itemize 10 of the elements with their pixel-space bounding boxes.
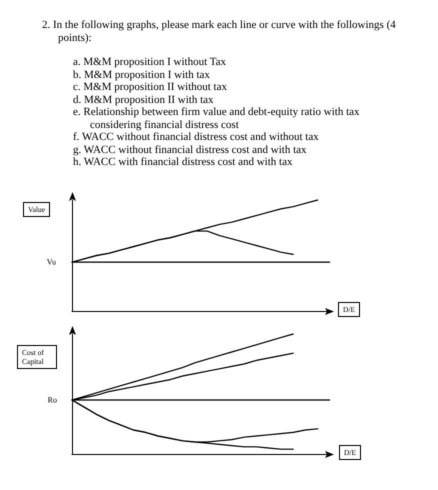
text: c. M&M proposition II without tax: [73, 81, 228, 94]
text: b. M&M proposition I with tax: [73, 68, 211, 81]
text: h. WACC with financial distress cost and with tax: [73, 156, 294, 168]
ref-line-label: Ro: [48, 396, 57, 404]
text: a. M&M proposition I without Tax: [73, 56, 228, 68]
text: f. WACC without financial distress cost and without tax: [73, 131, 320, 144]
ref-line-label: Vu: [46, 258, 56, 267]
text: d. M&M proposition II with tax: [73, 94, 215, 106]
chart-title: 2. In the following graphs, please mark each line or curve with the followings (4 points):: [42, 19, 397, 44]
text: g. WACC without financial distress cost and with tax: [73, 144, 308, 156]
